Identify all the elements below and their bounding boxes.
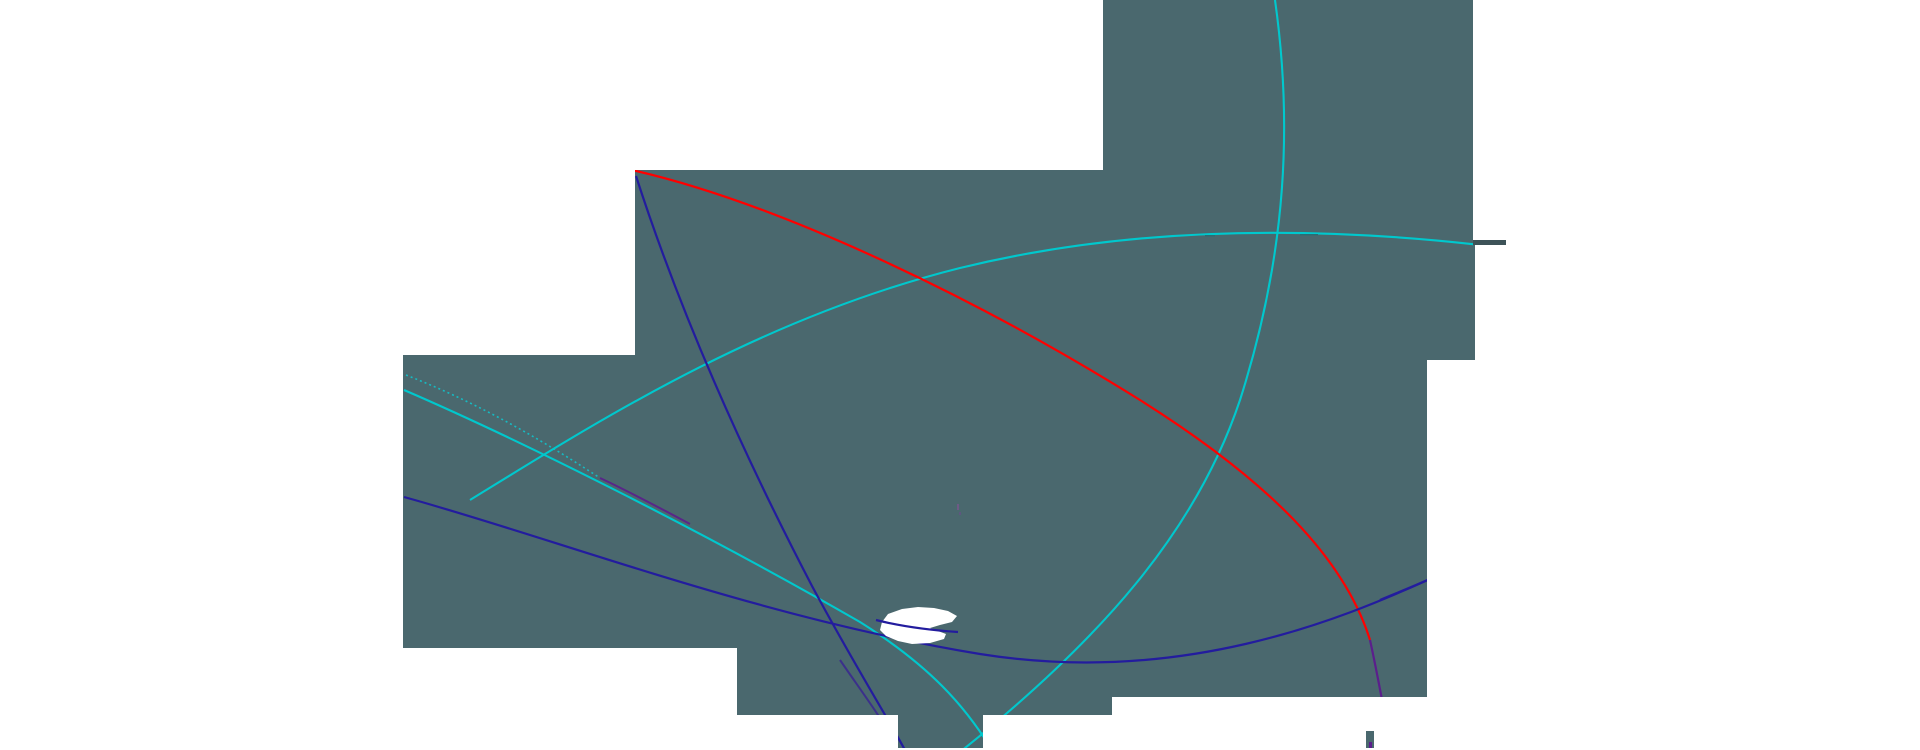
arc-tick-fragments bbox=[1205, 234, 1318, 237]
crossing-track bbox=[634, 175, 907, 748]
right-edge-marker bbox=[1473, 240, 1506, 245]
speckle-2 bbox=[959, 512, 961, 515]
faint-northwest-track bbox=[405, 374, 601, 479]
orbit-limb-track bbox=[403, 495, 1433, 664]
speckle-1 bbox=[957, 504, 959, 510]
overlap-fragment-nw bbox=[599, 477, 691, 525]
speckle-group bbox=[957, 504, 961, 515]
coverage-footprint-right-sliver[interactable] bbox=[1427, 240, 1475, 360]
descending-ground-track bbox=[959, 0, 1286, 748]
ascending-ground-track bbox=[617, 165, 1372, 641]
bottom-corner-sliver-accent bbox=[1369, 742, 1372, 748]
island-group[interactable] bbox=[880, 607, 957, 644]
bottom-corner-sliver bbox=[1366, 731, 1374, 748]
arc-tick-2 bbox=[1300, 234, 1318, 236]
coverage-footprint-top-block[interactable] bbox=[1103, 0, 1473, 200]
descending-cyan-arc bbox=[403, 389, 993, 748]
orbit-limb-track-over-island bbox=[875, 618, 959, 634]
arc-tick-1 bbox=[1205, 235, 1215, 237]
equator-arc bbox=[469, 231, 1473, 501]
coverage-footprint-group[interactable] bbox=[403, 0, 1475, 748]
ground-tracks-clipped bbox=[403, 0, 1473, 748]
island-outline[interactable] bbox=[880, 607, 957, 644]
